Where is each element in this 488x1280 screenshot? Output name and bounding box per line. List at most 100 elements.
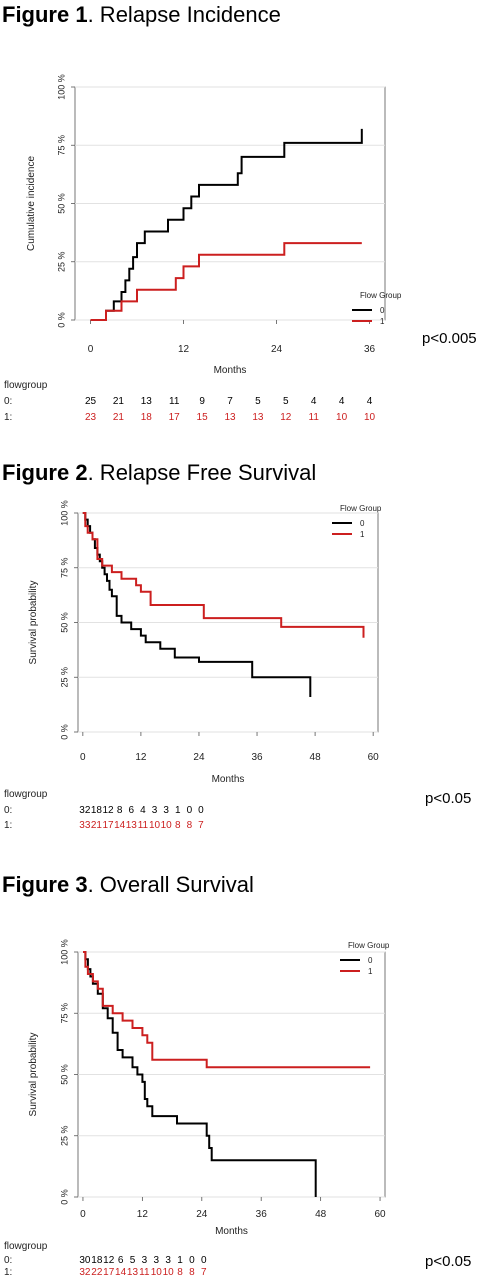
legend-title: Flow Group — [360, 291, 402, 300]
risk-count: 13 — [252, 412, 264, 423]
x-tick-label: 12 — [135, 752, 147, 763]
risk-count: 13 — [224, 412, 236, 423]
risk-count: 0 — [189, 1255, 195, 1266]
risk-table-label: flowgroup — [4, 789, 48, 800]
risk-row-group-label: 1: — [4, 1267, 12, 1278]
risk-count: 10 — [151, 1267, 163, 1278]
risk-count: 8 — [175, 820, 181, 831]
y-tick-label: 0 % — [56, 312, 66, 328]
x-tick-label: 0 — [80, 752, 86, 763]
risk-count: 17 — [169, 412, 181, 423]
figure-2-title-bold: Figure 2 — [2, 460, 88, 485]
y-tick-label: 25 % — [59, 667, 69, 688]
y-tick-label: 25 % — [56, 251, 66, 272]
risk-count: 21 — [113, 412, 125, 423]
risk-count: 3 — [163, 805, 169, 816]
y-tick-label: 0 % — [59, 724, 69, 740]
risk-count: 13 — [127, 1267, 139, 1278]
risk-count: 15 — [197, 412, 209, 423]
y-tick-label: 0 % — [59, 1189, 69, 1205]
risk-count: 12 — [103, 805, 115, 816]
risk-count: 30 — [79, 1255, 91, 1266]
risk-count: 21 — [91, 820, 103, 831]
y-tick-label: 50 % — [56, 193, 66, 214]
risk-count: 9 — [199, 396, 205, 407]
risk-count: 5 — [283, 396, 289, 407]
risk-table-label: flowgroup — [4, 1241, 48, 1252]
y-tick-label: 50 % — [59, 612, 69, 633]
x-tick-label: 24 — [271, 344, 283, 355]
risk-count: 4 — [311, 396, 317, 407]
risk-count: 10 — [336, 412, 348, 423]
risk-row-group-label: 1: — [4, 412, 12, 423]
risk-count: 3 — [153, 1255, 159, 1266]
risk-count: 4 — [339, 396, 345, 407]
risk-count: 13 — [141, 396, 153, 407]
figure-1-title-bold: Figure 1 — [2, 2, 88, 27]
x-tick-label: 48 — [310, 752, 322, 763]
figure-3-title-rest: . Overall Survival — [87, 872, 254, 897]
legend-label-0: 0 — [360, 519, 365, 528]
risk-count: 25 — [85, 396, 97, 407]
risk-count: 32 — [79, 805, 91, 816]
risk-count: 3 — [152, 805, 158, 816]
figure-2-title: Figure 2. Relapse Free Survival — [2, 460, 316, 486]
x-tick-label: 60 — [374, 1209, 386, 1220]
risk-count: 12 — [103, 1255, 115, 1266]
figure-3-chart: 0 %25 %50 %75 %100 %0 12 24 36 48 60MonthsSur… — [4, 939, 390, 1278]
figure-1-chart: 0 % 25 % 50 % 75 % 100 % 0 12 24 36 Months Cumulat… — [4, 74, 402, 423]
risk-row-group-label: 0: — [4, 396, 12, 407]
risk-count: 5 — [255, 396, 261, 407]
risk-row-group-label: 1: — [4, 820, 12, 831]
risk-count: 23 — [85, 412, 97, 423]
risk-count: 18 — [91, 1255, 103, 1266]
figure-3-title-bold: Figure 3 — [2, 872, 88, 897]
series-line-group-1 — [83, 951, 371, 1069]
y-tick-label: 50 % — [59, 1064, 69, 1085]
risk-count: 8 — [187, 820, 193, 831]
x-axis-label: Months — [215, 1226, 248, 1237]
risk-count: 11 — [309, 412, 320, 423]
risk-count: 21 — [113, 396, 125, 407]
risk-count: 32 — [79, 1267, 91, 1278]
series-line-group-0 — [90, 128, 363, 321]
risk-count: 18 — [91, 805, 103, 816]
x-axis-label: Months — [212, 774, 245, 785]
series-line-group-1 — [82, 512, 365, 638]
y-tick-label: 100 % — [59, 500, 69, 526]
series-line-group-1 — [90, 242, 362, 321]
figure-3-pvalue: p<0.05 — [425, 1253, 472, 1270]
y-axis-label: Cumulative incidence — [26, 156, 37, 251]
x-tick-label: 0 — [88, 344, 94, 355]
risk-count: 6 — [129, 805, 135, 816]
legend-title: Flow Group — [340, 504, 382, 513]
risk-count: 14 — [115, 1267, 127, 1278]
risk-count: 8 — [177, 1267, 183, 1278]
figure-1-pvalue: p<0.005 — [422, 330, 477, 347]
risk-count: 4 — [140, 805, 146, 816]
risk-count: 8 — [189, 1267, 195, 1278]
x-tick-label: 24 — [193, 752, 205, 763]
risk-count: 6 — [118, 1255, 124, 1266]
x-tick-label: 36 — [364, 344, 376, 355]
y-tick-label: 75 % — [56, 135, 66, 156]
risk-count: 14 — [114, 820, 126, 831]
risk-count: 12 — [280, 412, 292, 423]
risk-count: 18 — [141, 412, 153, 423]
y-axis-label: Survival probability — [28, 1033, 39, 1117]
risk-count: 5 — [130, 1255, 136, 1266]
risk-count: 11 — [138, 820, 149, 831]
y-axis-label: Survival probability — [28, 581, 39, 665]
y-tick-label: 75 % — [59, 557, 69, 578]
risk-count: 4 — [367, 396, 373, 407]
risk-count: 3 — [165, 1255, 171, 1266]
risk-table-label: flowgroup — [4, 380, 48, 391]
legend-label-1: 1 — [380, 317, 385, 326]
risk-count: 1 — [175, 805, 181, 816]
risk-count: 10 — [163, 1267, 175, 1278]
x-tick-label: 36 — [256, 1209, 268, 1220]
risk-count: 0 — [187, 805, 193, 816]
legend-title: Flow Group — [348, 941, 390, 950]
risk-count: 0 — [198, 805, 204, 816]
risk-count: 10 — [149, 820, 161, 831]
